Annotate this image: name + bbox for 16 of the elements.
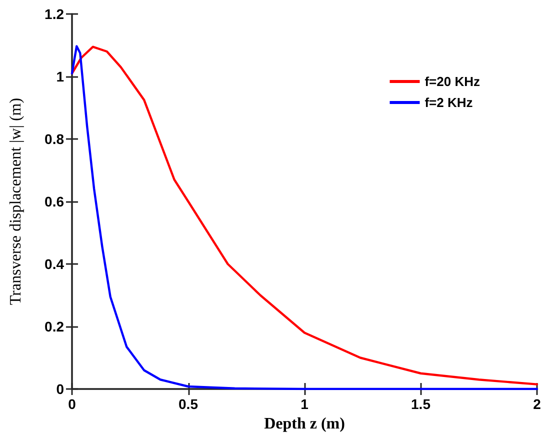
x-tick-label: 2 (533, 396, 542, 412)
y-tick-label: 1.2 (44, 6, 64, 22)
x-tick-label: 1.5 (411, 396, 431, 412)
y-tick-label: 0.4 (44, 256, 64, 272)
legend-label: f=20 KHz (424, 74, 480, 89)
y-tick-label: 1 (56, 68, 64, 84)
x-tick-label: 1 (300, 396, 309, 412)
x-tick-label: 0.5 (178, 396, 198, 412)
y-tick-label: 0.6 (44, 194, 64, 210)
y-tick-label: 0.2 (44, 318, 64, 334)
legend-label: f=2 KHz (424, 95, 474, 110)
x-tick-label: 0 (68, 396, 76, 412)
y-tick-label: 0.8 (44, 131, 64, 147)
y-axis-title: Transverse displacement |w| (m) (8, 98, 24, 306)
x-axis-title: Depth z (m) (264, 415, 345, 432)
y-tick-label: 0 (56, 381, 64, 397)
